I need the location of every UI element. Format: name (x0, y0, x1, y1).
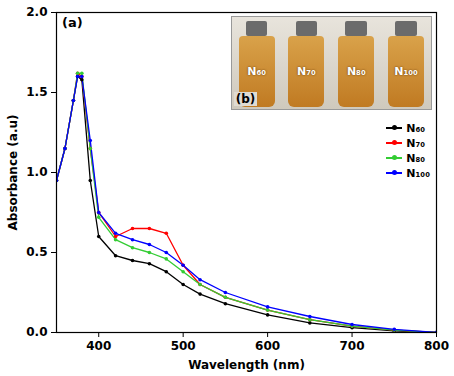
html-text:N₈₀: N₈₀ (406, 151, 426, 165)
html-text:N₈₀: N₈₀ (346, 65, 366, 79)
html-text:N₇₀: N₇₀ (406, 136, 426, 150)
svg-text:2.0: 2.0 (26, 5, 47, 19)
html-text:N₁₀₀: N₁₀₀ (406, 166, 430, 180)
html-text:(b): (b) (235, 92, 256, 106)
svg-text:400: 400 (86, 339, 111, 353)
svg-text:0.0: 0.0 (26, 325, 47, 339)
svg-text:0.5: 0.5 (26, 245, 47, 259)
html-text:N₁₀₀: N₁₀₀ (394, 65, 418, 79)
html-text:N₇₀: N₇₀ (297, 65, 316, 79)
svg-text:1.5: 1.5 (26, 85, 47, 99)
html-text:N₆₀: N₆₀ (247, 65, 267, 79)
svg-text:500: 500 (171, 339, 196, 353)
svg-text:1.0: 1.0 (26, 165, 47, 179)
svg-text:800: 800 (424, 339, 449, 353)
html-text:(a): (a) (62, 15, 83, 30)
svg-text:Absorbance (a.u): Absorbance (a.u) (6, 114, 20, 230)
html-text:N₆₀: N₆₀ (406, 121, 426, 135)
svg-text:Wavelength (nm): Wavelength (nm) (188, 358, 305, 372)
svg-text:700: 700 (340, 339, 365, 353)
svg-text:600: 600 (255, 339, 280, 353)
